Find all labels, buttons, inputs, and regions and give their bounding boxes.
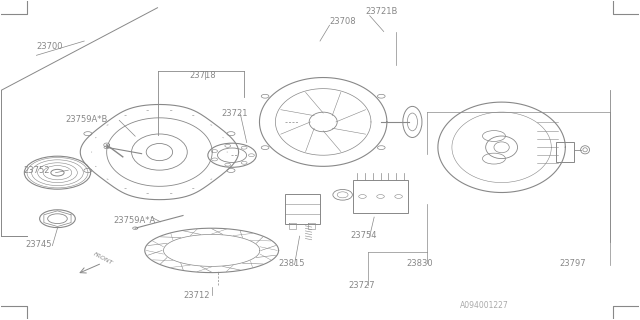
Text: FRONT: FRONT [93, 252, 114, 266]
Text: 23721B: 23721B [366, 7, 398, 16]
Bar [353, 180, 408, 213]
Text: 23718: 23718 [189, 70, 216, 80]
Text: 23700: 23700 [36, 42, 63, 51]
Text: 23797: 23797 [559, 259, 586, 268]
Text: 23727: 23727 [349, 282, 375, 291]
Text: 23708: 23708 [330, 17, 356, 26]
Text: 23815: 23815 [278, 259, 305, 268]
Text: 23830: 23830 [406, 259, 433, 268]
Text: A094001227: A094001227 [460, 300, 509, 309]
Text: 23712: 23712 [183, 291, 209, 300]
Text: 23759A*B: 23759A*B [65, 115, 108, 124]
Text: 23754: 23754 [351, 231, 377, 240]
Bar [556, 142, 573, 162]
Bar [285, 194, 320, 224]
Text: 23721: 23721 [221, 108, 248, 117]
Text: 23745: 23745 [26, 240, 52, 249]
Text: 23752: 23752 [24, 166, 50, 175]
Text: 23759A*A: 23759A*A [113, 216, 155, 226]
